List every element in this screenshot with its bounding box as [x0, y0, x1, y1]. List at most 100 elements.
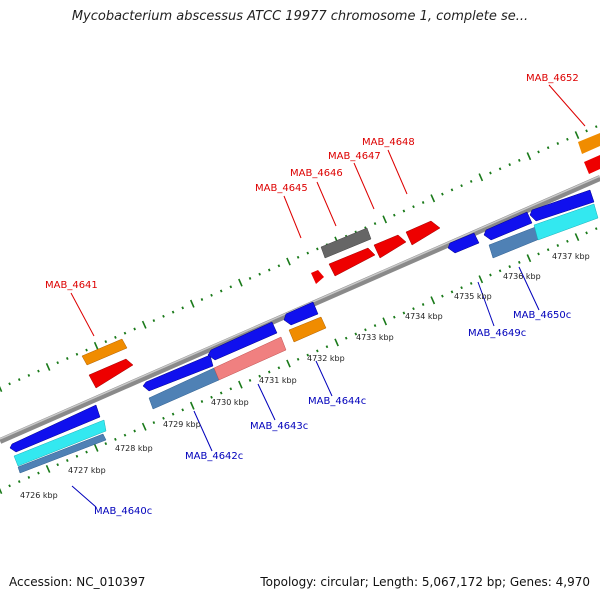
- minor-tick: [402, 311, 406, 315]
- kbp-label: 4734 kbp: [405, 312, 443, 321]
- minor-tick: [556, 244, 560, 247]
- gene-feature-blue[interactable]: [283, 301, 319, 326]
- minor-tick: [75, 352, 79, 356]
- minor-tick: [373, 324, 377, 328]
- gene-feature-cyan[interactable]: [13, 419, 107, 467]
- minor-tick: [517, 158, 521, 162]
- major-tick: [238, 278, 243, 287]
- gene-label-mab-4642c[interactable]: MAB_4642c: [185, 451, 243, 462]
- gene-feature-blue[interactable]: [207, 321, 278, 361]
- bottom-label-leaders: [71, 266, 540, 508]
- minor-tick: [585, 129, 588, 133]
- kbp-label: 4728 kbp: [115, 444, 153, 453]
- minor-tick: [65, 459, 69, 462]
- gene-label-mab-4652[interactable]: MAB_4652: [526, 73, 579, 84]
- gene-feature-blue[interactable]: [447, 232, 480, 254]
- gene-feature-red[interactable]: [88, 358, 134, 389]
- gene-label-mab-4647[interactable]: MAB_4647: [328, 151, 381, 162]
- minor-tick: [325, 345, 329, 349]
- gene-feature-red-small[interactable]: [311, 270, 324, 284]
- gene-label-mab-4640c[interactable]: MAB_4640c: [94, 506, 152, 517]
- gene-label-mab-4644c[interactable]: MAB_4644c: [308, 396, 366, 407]
- gene-feature-red[interactable]: [373, 234, 407, 259]
- minor-tick: [258, 374, 261, 378]
- major-tick: [286, 257, 291, 266]
- minor-tick: [392, 315, 396, 319]
- major-tick: [478, 173, 484, 182]
- top-label-leaders: [70, 84, 586, 337]
- kbp-label: 4732 kbp: [307, 354, 345, 363]
- gene-feature-cyan[interactable]: [533, 203, 599, 241]
- minor-tick: [537, 252, 540, 256]
- minor-tick: [316, 247, 319, 251]
- minor-tick: [364, 328, 367, 332]
- major-tick: [93, 443, 99, 452]
- minor-tick: [306, 251, 310, 255]
- kbp-label: 4730 kbp: [211, 398, 249, 407]
- gene-feature-blue[interactable]: [142, 354, 214, 392]
- gene-feature-red[interactable]: [584, 155, 600, 174]
- minor-tick: [181, 408, 185, 412]
- major-tick: [93, 341, 99, 350]
- gene-feature-steel[interactable]: [17, 433, 107, 474]
- minor-tick: [162, 416, 165, 420]
- gene-feature-orange[interactable]: [81, 338, 128, 366]
- minor-tick: [123, 433, 127, 437]
- minor-tick: [85, 450, 88, 454]
- major-tick: [574, 131, 580, 140]
- major-tick: [0, 385, 3, 393]
- major-tick: [574, 233, 580, 242]
- major-tick: [382, 317, 388, 326]
- gene-feature-orange[interactable]: [288, 316, 327, 343]
- minor-tick: [517, 260, 521, 264]
- minor-tick: [546, 146, 550, 150]
- gene-label-mab-4649c[interactable]: MAB_4649c: [468, 328, 526, 339]
- kbp-label: 4726 kbp: [20, 491, 58, 500]
- minor-tick: [56, 463, 60, 467]
- gene-feature-blue[interactable]: [9, 404, 101, 453]
- minor-tick: [85, 348, 88, 352]
- minor-tick: [450, 290, 454, 294]
- minor-tick: [469, 282, 473, 285]
- bottom-tick-track: [0, 227, 598, 495]
- gene-label-mab-4643c[interactable]: MAB_4643c: [250, 421, 308, 432]
- gene-feature-blue[interactable]: [483, 211, 533, 241]
- minor-tick: [594, 227, 598, 231]
- minor-tick: [258, 272, 261, 276]
- minor-tick: [296, 357, 300, 361]
- minor-tick: [200, 298, 204, 301]
- gene-feature-orange[interactable]: [578, 133, 600, 154]
- gene-feature-blue[interactable]: [529, 189, 595, 222]
- minor-tick: [306, 353, 310, 357]
- minor-tick: [210, 395, 213, 399]
- major-tick: [430, 194, 436, 203]
- minor-tick: [65, 357, 69, 360]
- top-tick-track: [0, 125, 598, 393]
- minor-tick: [489, 273, 492, 277]
- major-tick: [189, 299, 195, 308]
- gene-feature-red[interactable]: [405, 220, 441, 246]
- gene-feature-pink[interactable]: [213, 336, 287, 381]
- minor-tick: [316, 349, 319, 353]
- summary-text: Topology: circular; Length: 5,067,172 bp…: [260, 575, 590, 589]
- minor-tick: [162, 314, 165, 318]
- gene-label-mab-4650c[interactable]: MAB_4650c: [513, 310, 571, 321]
- minor-tick: [508, 163, 512, 167]
- gene-label-mab-4648[interactable]: MAB_4648: [362, 137, 415, 148]
- gene-feature-red[interactable]: [328, 247, 376, 277]
- minor-tick: [229, 285, 233, 289]
- gene-label-mab-4646[interactable]: MAB_4646: [290, 168, 343, 179]
- minor-tick: [56, 361, 60, 365]
- minor-tick: [344, 336, 348, 340]
- minor-tick: [296, 255, 300, 259]
- gene-feature-gray[interactable]: [320, 227, 372, 259]
- minor-tick: [277, 264, 281, 268]
- minor-tick: [469, 180, 473, 183]
- forward-features: [81, 133, 600, 389]
- gene-label-mab-4645[interactable]: MAB_4645: [255, 183, 308, 194]
- gene-label-mab-4641[interactable]: MAB_4641: [45, 280, 98, 291]
- minor-tick: [17, 378, 21, 382]
- minor-tick: [114, 437, 117, 441]
- minor-tick: [171, 412, 175, 416]
